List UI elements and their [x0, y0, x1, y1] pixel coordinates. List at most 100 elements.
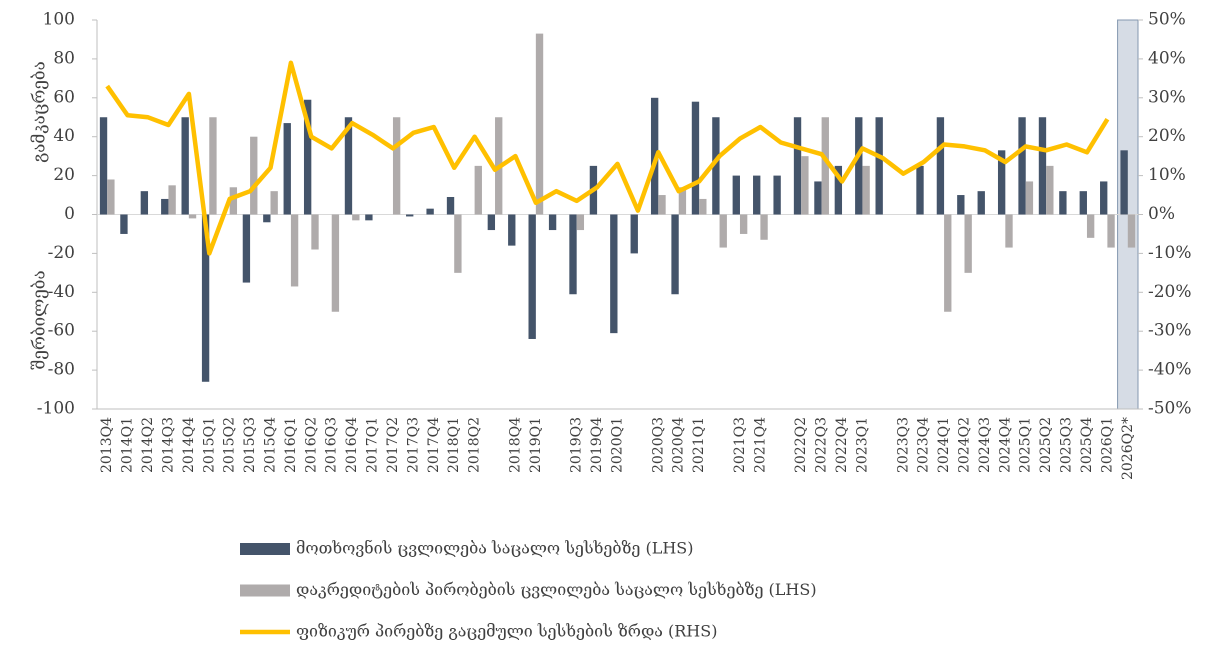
bar	[569, 214, 577, 295]
bar	[508, 214, 516, 246]
bar	[671, 214, 679, 295]
bar	[760, 214, 768, 240]
x-tick-label: 2018Q2	[467, 417, 483, 473]
x-tick-label: 2016Q1	[283, 417, 299, 473]
bar	[270, 191, 278, 215]
y2-tick-label: -30%	[1148, 321, 1192, 341]
bar	[344, 117, 353, 215]
y2-tick-label: 50%	[1148, 10, 1186, 30]
bar	[1107, 214, 1115, 248]
bar	[997, 150, 1006, 215]
bar	[487, 214, 496, 231]
x-tick-label: 2015Q1	[201, 417, 217, 473]
y2-tick-label: 0%	[1148, 204, 1175, 224]
legend-label: მოთხოვნის ცვლილება საცალო სესხებზე (LHS)	[296, 539, 693, 558]
y-tick-label: 0	[64, 204, 75, 224]
bar	[229, 187, 238, 215]
x-tick-label: 2020Q3	[650, 417, 666, 473]
bar	[535, 33, 544, 215]
bar	[406, 214, 414, 217]
x-tick-label: 2014Q4	[181, 417, 197, 473]
bar	[957, 195, 965, 215]
bar	[678, 187, 687, 215]
bar	[120, 214, 128, 234]
bar	[1100, 181, 1108, 215]
bar	[834, 165, 843, 215]
bar	[719, 214, 727, 248]
x-tick-label: 2024Q4	[997, 417, 1013, 473]
y2-tick-label: -20%	[1148, 282, 1192, 302]
x-tick-label: 2018Q1	[446, 417, 462, 473]
x-tick-label: 2016Q3	[324, 417, 340, 473]
y2-tick-label: -50%	[1148, 399, 1192, 419]
bar	[658, 195, 666, 215]
x-tick-label: 2015Q2	[222, 417, 238, 473]
bar	[814, 181, 822, 215]
legend-label: დაკრედიტების პირობების ცვლილება საცალო ს…	[296, 580, 817, 599]
x-tick-label: 2015Q3	[242, 417, 258, 473]
y-tick-label: -60	[48, 321, 75, 341]
x-tick-label: 2025Q1	[1018, 417, 1034, 473]
x-tick-label: 2026Q1	[1099, 417, 1115, 473]
y2-tick-label: -40%	[1148, 360, 1192, 380]
bar	[290, 214, 299, 287]
bar	[977, 191, 985, 215]
bar	[862, 165, 870, 215]
x-tick-label: 2017Q4	[426, 417, 442, 473]
bar	[528, 214, 536, 339]
bar	[209, 117, 217, 215]
bar	[964, 214, 972, 273]
bar	[1086, 214, 1095, 238]
bar	[821, 117, 829, 215]
bar	[454, 214, 462, 273]
bar	[753, 175, 761, 215]
y-tick-label: -20	[48, 243, 75, 263]
x-tick-label: 2021Q1	[691, 417, 707, 473]
x-tick-label: 2021Q3	[732, 417, 748, 473]
y2-tick-label: -10%	[1148, 243, 1192, 263]
y-tick-label: 40	[53, 126, 75, 146]
bar	[250, 136, 258, 215]
bar	[99, 117, 108, 215]
y-tick-label: -40	[48, 282, 75, 302]
y2-tick-label: 20%	[1148, 126, 1186, 146]
bar	[1038, 117, 1047, 215]
y-tick-label: 80	[53, 48, 75, 68]
x-tick-label: 2020Q4	[671, 417, 687, 473]
bar	[242, 214, 251, 283]
bar	[188, 214, 197, 219]
line	[105, 60, 1110, 256]
bar	[201, 214, 210, 382]
bar	[446, 196, 455, 215]
y-tick-label: 100	[43, 10, 75, 30]
x-tick-label: 2014Q3	[160, 417, 176, 473]
x-tick-label: 2024Q1	[936, 417, 952, 473]
x-tick-label: 2022Q4	[834, 417, 850, 473]
x-tick-label: 2022Q3	[814, 417, 830, 473]
bar	[474, 165, 482, 215]
x-tick-label: 2015Q4	[263, 417, 279, 473]
bar	[161, 198, 169, 215]
x-tick-label: 2019Q3	[569, 417, 585, 473]
bar	[801, 156, 809, 215]
bar	[392, 117, 401, 215]
legend-swatch	[240, 584, 290, 597]
x-tick-label: 2024Q2	[957, 417, 973, 473]
y-tick-label: 60	[53, 87, 75, 107]
x-tick-label: 2018Q4	[507, 417, 523, 473]
bar	[181, 117, 189, 215]
x-tick-label: 2019Q1	[528, 417, 544, 473]
y2-tick-label: 10%	[1148, 165, 1186, 185]
bar	[331, 214, 340, 312]
bar	[365, 214, 373, 221]
bar	[773, 175, 781, 215]
bar	[936, 117, 945, 215]
bar	[916, 165, 924, 215]
y-tick-label: -100	[37, 399, 75, 419]
bar	[610, 214, 618, 334]
bar	[739, 214, 748, 234]
bar	[1025, 181, 1034, 215]
y-label-top: გამკაცრება	[30, 61, 50, 163]
bar	[576, 214, 585, 231]
